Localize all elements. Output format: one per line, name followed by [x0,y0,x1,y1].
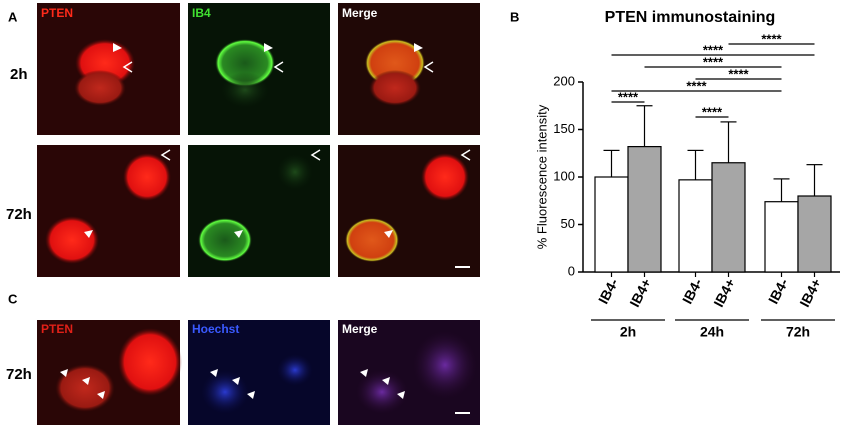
bar [764,201,799,273]
arrowheads [84,43,423,238]
significance-label: **** [702,104,723,119]
x-tick-label: IB4- [765,275,792,306]
row-label: 72h [6,206,32,223]
bar [594,176,629,273]
cell [74,70,126,106]
bar [797,195,832,273]
cell [277,354,313,386]
significance-label: **** [728,66,749,81]
channel-label: Merge [342,322,378,336]
chart-title: PTEN immunostaining [605,9,776,26]
panel-a: A 2h 72h PTEN IB4 Merge [6,3,480,277]
y-tick-label: 50 [561,216,575,231]
channel-label: Hoechst [192,322,239,336]
cell [413,331,477,399]
row-label: 2h [10,66,28,83]
panel-label: B [510,9,519,24]
significance-label: **** [686,78,707,93]
significance-label: **** [761,31,782,46]
cell [221,72,269,108]
cell [123,153,171,201]
x-tick-label: IB4+ [796,276,824,310]
bar [711,162,746,273]
panel-b: B PTEN immunostaining % Fluorescence int… [510,9,840,340]
channel-label: Merge [342,6,378,20]
x-tick-label: IB4+ [710,276,738,310]
cell [45,216,99,264]
cell [198,218,252,262]
cell [277,154,313,190]
y-axis-label: % Fluorescence intensity [534,104,549,249]
cell [55,364,115,412]
row-label: 72h [6,366,32,383]
panel-label: C [8,291,18,306]
significance-label: **** [618,89,639,104]
cell [356,370,408,414]
cell [201,370,249,414]
channel-label: PTEN [41,6,73,20]
cell [118,328,182,396]
x-tick-label: IB4- [679,275,706,306]
cell [215,39,275,87]
cell [421,153,469,201]
arrowheads [60,369,405,399]
x-tick-label: IB4+ [626,276,654,310]
group-label: 72h [786,324,810,340]
y-tick-label: 100 [553,168,575,183]
channel-label: IB4 [192,6,211,20]
x-tick-label: IB4- [595,275,622,306]
significance-label: **** [703,42,724,57]
cell [369,70,421,106]
panel-label: A [8,9,18,24]
channel-label: PTEN [41,322,73,336]
y-tick-label: 0 [568,263,575,278]
y-tick-label: 150 [553,121,575,136]
cell [345,218,399,262]
significance-label: **** [703,54,724,69]
bar [678,179,713,273]
group-label: 2h [620,324,636,340]
open-arrowheads [122,61,471,161]
panel-c: C 72h PTEN Hoechst Merge [6,291,480,425]
group-label: 24h [700,324,724,340]
bar [627,146,662,273]
y-tick-label: 200 [553,73,575,88]
